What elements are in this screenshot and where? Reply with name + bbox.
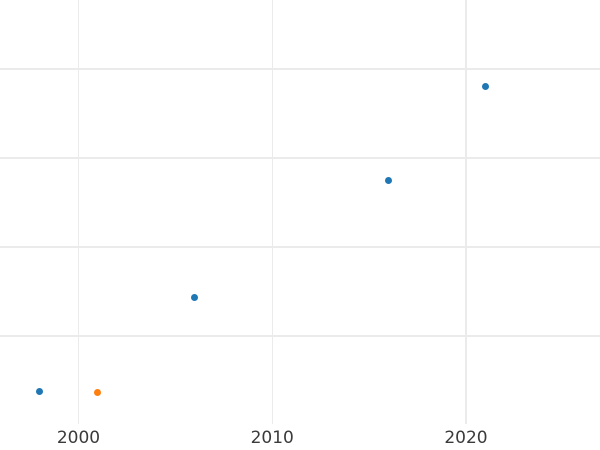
data-point-orange-series	[94, 388, 102, 396]
data-point-blue-series	[36, 388, 44, 396]
gridline-horizontal	[0, 245, 600, 248]
data-point-blue-series	[481, 82, 489, 90]
x-tick-label: 2010	[250, 428, 294, 448]
gridline-horizontal	[0, 67, 600, 70]
gridline-vertical	[77, 0, 80, 424]
gridline-vertical	[271, 0, 273, 424]
x-tick-label: 2000	[56, 428, 101, 448]
gridline-vertical	[465, 0, 467, 424]
gridline-horizontal	[0, 156, 600, 159]
data-point-blue-series	[385, 177, 392, 185]
data-point-blue-series	[191, 293, 199, 301]
gridline-horizontal	[0, 334, 600, 337]
x-tick-label: 2020	[444, 428, 488, 448]
